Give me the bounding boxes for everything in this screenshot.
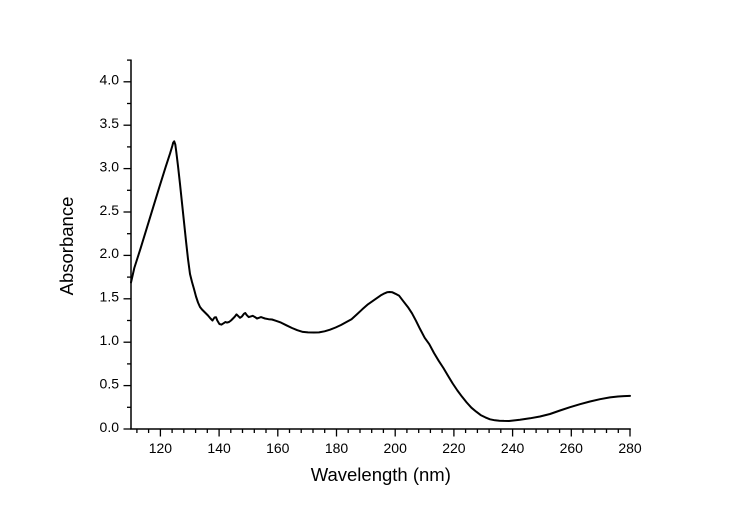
svg-text:280: 280 bbox=[618, 440, 642, 456]
svg-text:1.5: 1.5 bbox=[100, 289, 120, 305]
svg-text:120: 120 bbox=[149, 440, 173, 456]
svg-text:240: 240 bbox=[501, 440, 525, 456]
svg-text:220: 220 bbox=[442, 440, 466, 456]
svg-text:1.0: 1.0 bbox=[100, 332, 120, 348]
svg-text:3.5: 3.5 bbox=[100, 115, 120, 131]
svg-text:200: 200 bbox=[384, 440, 408, 456]
svg-text:Absorbance: Absorbance bbox=[56, 197, 77, 296]
svg-text:2.0: 2.0 bbox=[100, 245, 120, 261]
svg-text:2.5: 2.5 bbox=[100, 202, 120, 218]
svg-text:180: 180 bbox=[325, 440, 349, 456]
svg-text:3.0: 3.0 bbox=[100, 158, 120, 174]
svg-text:Wavelength (nm): Wavelength (nm) bbox=[311, 464, 451, 485]
svg-text:0.5: 0.5 bbox=[100, 375, 120, 391]
svg-text:0.0: 0.0 bbox=[100, 419, 120, 435]
svg-text:260: 260 bbox=[560, 440, 584, 456]
svg-text:160: 160 bbox=[266, 440, 290, 456]
svg-text:4.0: 4.0 bbox=[100, 72, 120, 88]
svg-text:140: 140 bbox=[207, 440, 231, 456]
